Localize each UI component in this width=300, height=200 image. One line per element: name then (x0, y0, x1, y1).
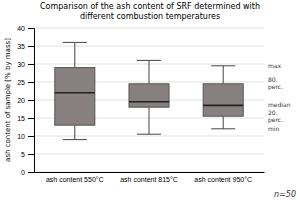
y-tick-mark (28, 82, 34, 83)
cap-max (137, 60, 161, 61)
grid-line (34, 136, 264, 137)
box-body (203, 84, 243, 116)
x-tick: ash content 550°C (46, 172, 104, 183)
annotation: max (268, 61, 282, 68)
y-tick-label: 10 (17, 133, 25, 140)
y-tick-label: 30 (17, 61, 25, 68)
cap-min (63, 139, 87, 140)
y-axis: 0 5 10 15 20 25 30 35 40 (17, 25, 34, 176)
box-body (55, 68, 95, 126)
y-tick-label: 15 (17, 115, 25, 122)
grid (34, 28, 264, 172)
marks (55, 42, 243, 139)
x-tick-label: ash content 950°C (194, 176, 252, 183)
y-tick-mark (28, 136, 34, 137)
annotation: 80.perc. (268, 76, 283, 91)
whisker-lower (149, 107, 150, 134)
y-tick: 30 (17, 61, 34, 68)
whisker-upper (223, 66, 224, 84)
title: Comparison of the ash content of SRF det… (40, 2, 260, 21)
x-tick-label: ash content 550°C (46, 176, 104, 183)
whisker-upper (74, 42, 75, 67)
chart: Comparison of the ash content of SRF det… (0, 0, 300, 200)
cap-max (211, 65, 235, 66)
y-tick: 10 (17, 133, 34, 140)
median (129, 101, 169, 103)
y-tick-mark (28, 46, 34, 47)
annotation: 20.perc. (268, 108, 283, 123)
plot: 0510152025303540ash content 550°Cash con… (17, 25, 264, 183)
annotation: min (268, 124, 280, 131)
cap-max (63, 42, 87, 43)
grid-line (34, 46, 264, 47)
grid-line (34, 154, 264, 155)
y-tick: 0 (21, 169, 34, 176)
box (129, 60, 169, 134)
x-tick: ash content 950°C (194, 172, 252, 183)
y-tick: 20 (17, 97, 34, 104)
y-tick-mark (28, 100, 34, 101)
y-tick: 15 (17, 115, 34, 122)
y-axis-label: ash content of sample [% by mass] (4, 38, 12, 162)
y-tick-label: 35 (17, 43, 25, 50)
x-tick: ash content 815°C (120, 172, 178, 183)
grid-line (34, 172, 264, 173)
y-tick-mark (28, 172, 34, 173)
y-tick-label: 0 (21, 169, 25, 176)
y-tick-mark (28, 64, 34, 65)
x-axis: ash content 550°C ash content 815°C ash co… (35, 172, 265, 183)
median (203, 105, 243, 107)
grid-line (34, 28, 264, 29)
y-tick-label: 5 (21, 151, 25, 158)
annotation: median (268, 101, 291, 108)
box (203, 66, 243, 129)
y-tick: 25 (17, 79, 34, 86)
whisker-lower (223, 116, 224, 129)
y-axis-line (28, 29, 35, 173)
x-tick-label: ash content 815°C (120, 176, 178, 183)
y-tick: 35 (17, 43, 34, 50)
x-axis-line (35, 172, 265, 173)
y-tick-mark (28, 28, 34, 29)
y-tick-mark (28, 118, 34, 119)
y-tick-label: 40 (17, 25, 25, 32)
y-tick-label: 25 (17, 79, 25, 86)
cap-min (211, 128, 235, 129)
box (55, 42, 95, 139)
whisker-lower (74, 125, 75, 139)
cap-min (137, 134, 161, 135)
box-body (129, 84, 169, 107)
annotation: n=50 (274, 190, 296, 199)
y-tick-mark (28, 154, 34, 155)
y-tick: 5 (21, 151, 34, 158)
median (55, 92, 95, 94)
y-tick-label: 20 (17, 97, 25, 104)
whisker-upper (149, 60, 150, 83)
y-tick: 40 (17, 25, 34, 32)
